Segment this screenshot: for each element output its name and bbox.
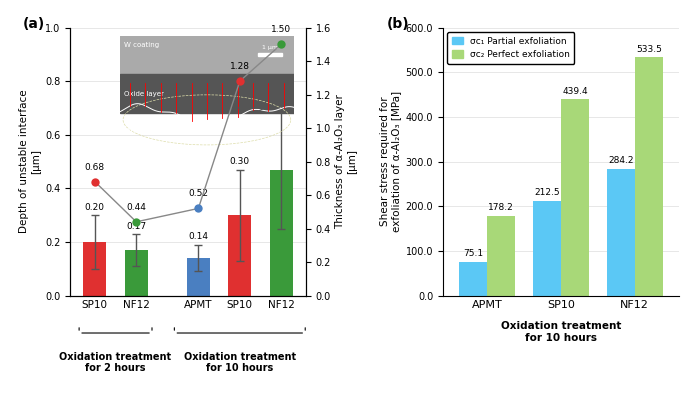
- Text: 1.50: 1.50: [271, 25, 291, 34]
- Text: 0.17: 0.17: [126, 222, 146, 230]
- Text: 0.14: 0.14: [188, 232, 209, 242]
- Text: 533.5: 533.5: [636, 45, 662, 54]
- Text: 0.52: 0.52: [188, 190, 209, 198]
- Y-axis label: Depth of unstable interface
[μm]: Depth of unstable interface [μm]: [19, 90, 41, 233]
- Text: Oxidation treatment
for 2 hours: Oxidation treatment for 2 hours: [60, 352, 172, 374]
- Text: 0.20: 0.20: [85, 203, 105, 212]
- Text: (b): (b): [386, 17, 409, 31]
- Text: (a): (a): [23, 17, 45, 31]
- Bar: [83, 242, 106, 296]
- Bar: [533, 201, 561, 296]
- Bar: [635, 57, 663, 296]
- Text: 439.4: 439.4: [562, 87, 588, 96]
- X-axis label: Oxidation treatment
for 10 hours: Oxidation treatment for 10 hours: [500, 322, 621, 343]
- Text: 75.1: 75.1: [463, 249, 483, 258]
- Bar: [561, 99, 589, 296]
- Text: 0.30: 0.30: [230, 157, 250, 166]
- Text: 1.28: 1.28: [230, 62, 250, 71]
- Bar: [487, 216, 515, 296]
- Bar: [459, 262, 487, 296]
- Bar: [270, 169, 293, 296]
- Text: 0.44: 0.44: [126, 203, 146, 212]
- Text: 0.47: 0.47: [271, 98, 291, 108]
- Bar: [228, 215, 251, 296]
- Text: 284.2: 284.2: [608, 156, 634, 165]
- Text: 212.5: 212.5: [534, 188, 560, 197]
- Bar: [187, 258, 210, 296]
- Y-axis label: Shear stress required for
exfoliation of α-Al₂O₃ [MPa]: Shear stress required for exfoliation of…: [380, 91, 401, 232]
- Text: 0.68: 0.68: [85, 163, 105, 172]
- Text: Oxidation treatment
for 10 hours: Oxidation treatment for 10 hours: [183, 352, 296, 374]
- Y-axis label: Thickness of α-Al₂O₃ layer
[μm]: Thickness of α-Al₂O₃ layer [μm]: [335, 94, 357, 229]
- Legend: σᴄ₁ Partial exfoliation, σᴄ₂ Perfect exfoliation: σᴄ₁ Partial exfoliation, σᴄ₂ Perfect exf…: [447, 32, 575, 64]
- Bar: [607, 169, 635, 296]
- Bar: [125, 250, 148, 296]
- Text: 178.2: 178.2: [489, 203, 514, 212]
